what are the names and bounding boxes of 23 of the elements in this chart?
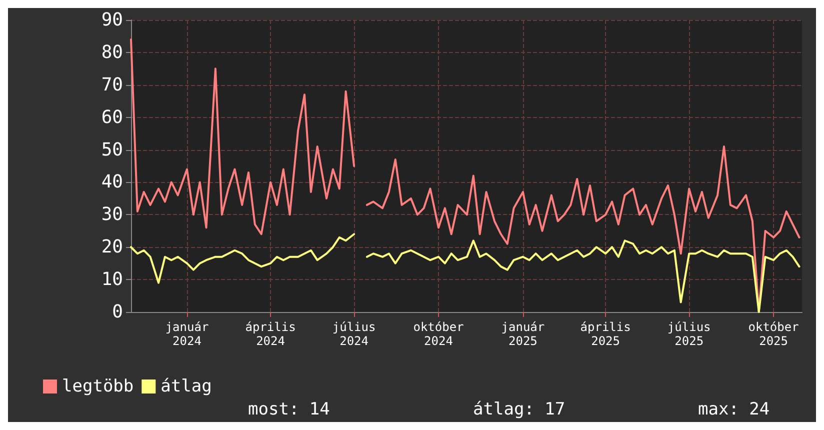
legend-label: legtöbb — [62, 376, 134, 396]
text: max: 24 — [698, 400, 770, 420]
y-tick-label: 70 — [101, 74, 123, 96]
y-tick-label: 50 — [101, 139, 123, 160]
x-tick-label: július 2025 — [667, 320, 711, 348]
text: most: 14 — [248, 400, 330, 420]
x-tick-label: július 2024 — [332, 320, 376, 348]
y-tick-label: 10 — [101, 269, 123, 290]
legend-label: átlag — [160, 376, 212, 396]
x-tick-label: január 2025 — [501, 320, 545, 348]
x-tick-label: október 2025 — [748, 320, 799, 348]
y-tick-label: 90 — [101, 10, 123, 30]
y-tick-label: 30 — [101, 204, 123, 226]
x-tick-label: január 2024 — [165, 320, 209, 348]
x-tick-label: április 2025 — [580, 320, 631, 348]
y-tick-label: 40 — [101, 172, 123, 193]
y-tick-label: 60 — [101, 106, 123, 128]
y-tick-label: 0 — [112, 302, 123, 322]
y-tick-label: 20 — [101, 236, 123, 258]
x-tick-label: október 2024 — [413, 320, 464, 348]
y-tick-label: 80 — [101, 42, 123, 63]
text: átlag: 17 — [473, 400, 566, 420]
x-tick-label: április 2024 — [245, 320, 296, 348]
